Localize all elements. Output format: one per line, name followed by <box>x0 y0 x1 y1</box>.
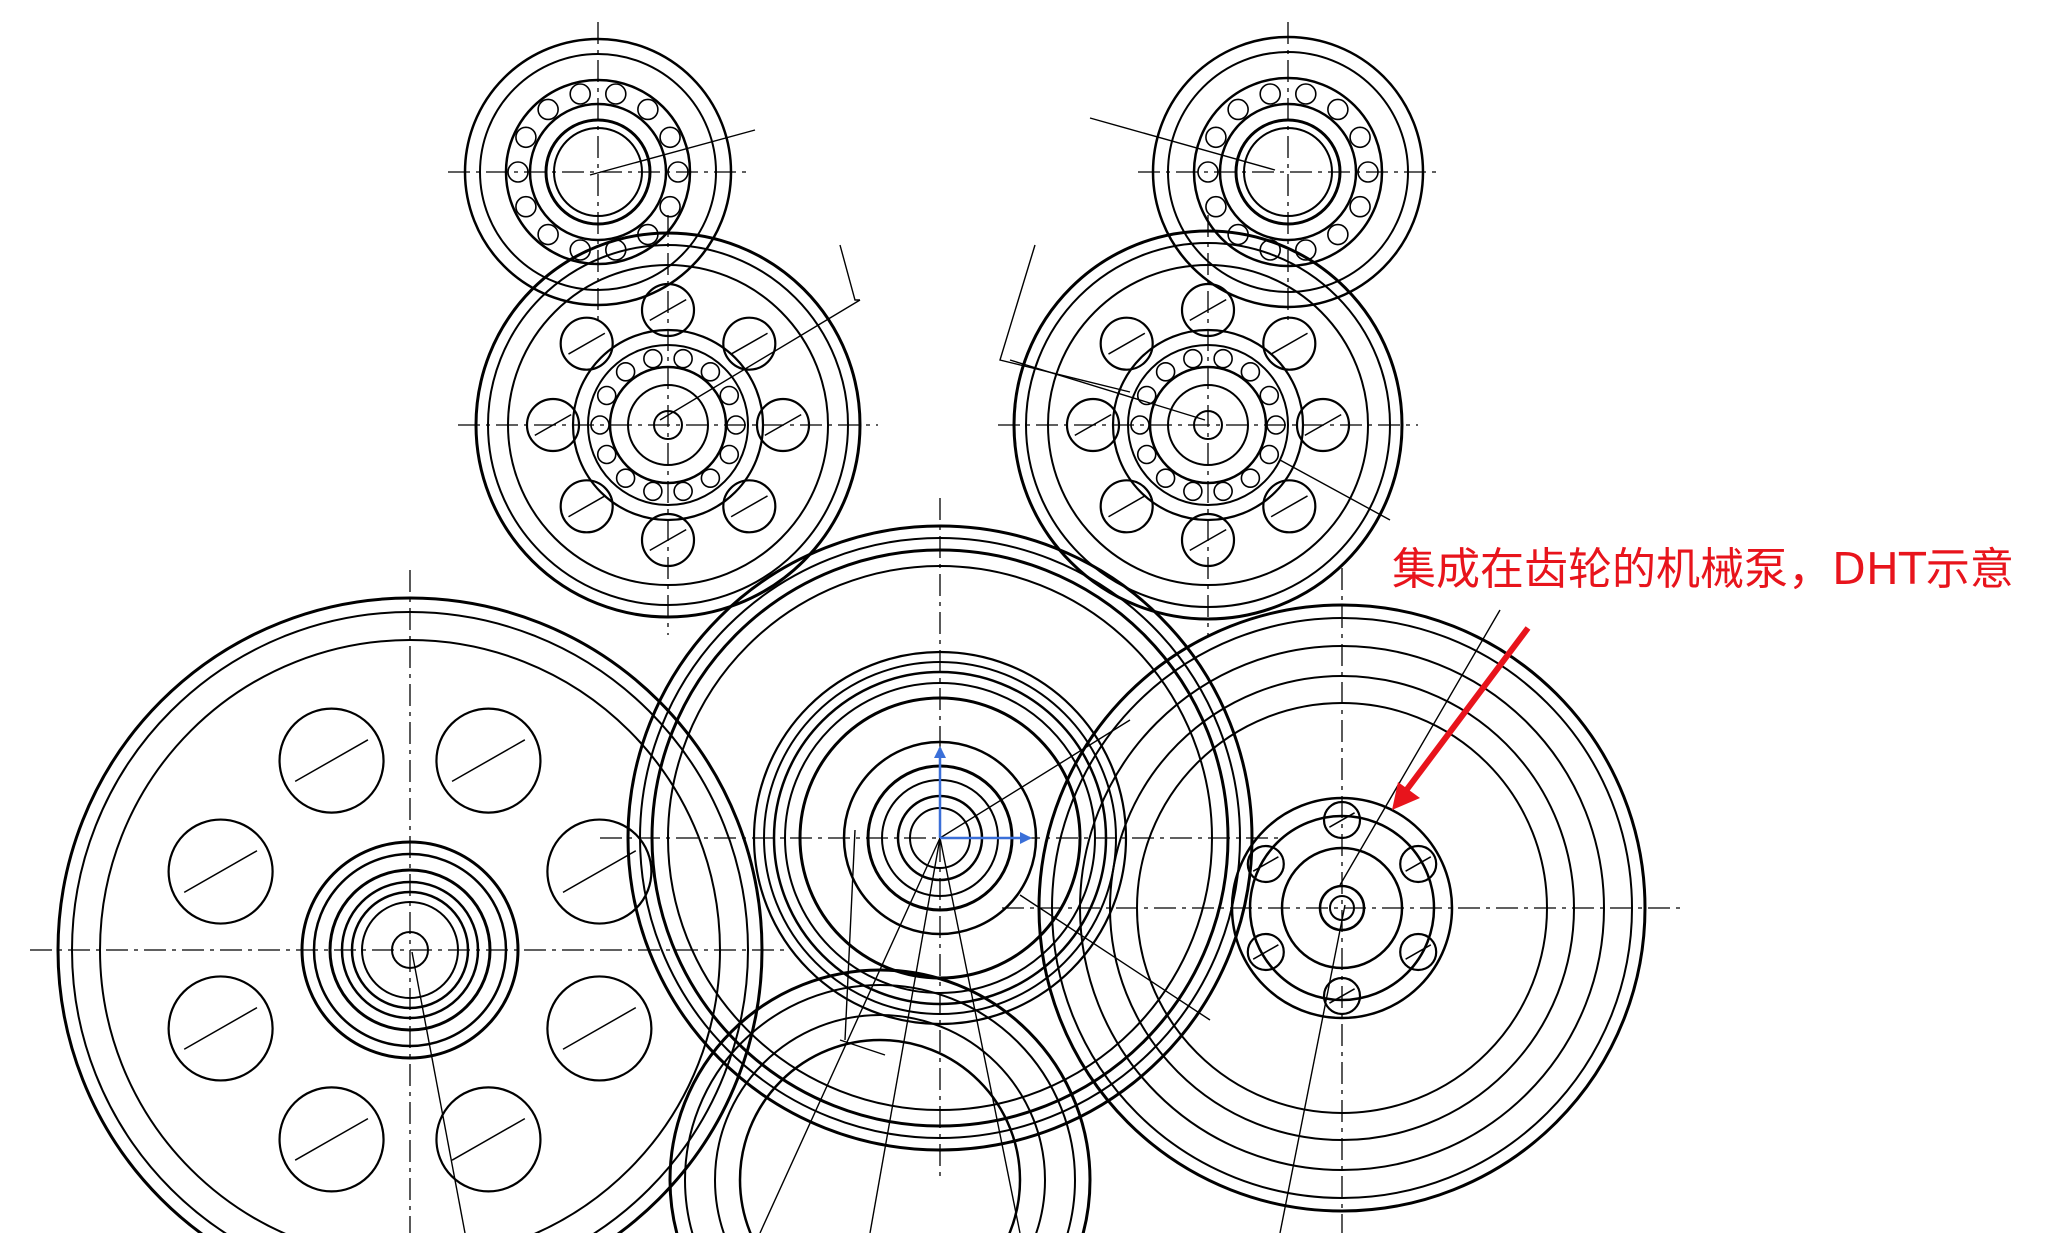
gear-right-with-pump <box>1002 568 1682 1233</box>
bearing-top-right <box>1138 22 1438 322</box>
annotation-label: 集成在齿轮的机械泵，DHT示意 <box>1392 544 2014 595</box>
gear-bottom-partial <box>668 968 1092 1233</box>
center-axis-marker <box>934 746 1032 844</box>
annotation-arrow <box>1392 626 1531 810</box>
gear-upper-left <box>458 215 878 635</box>
gear-lower-left <box>30 570 790 1233</box>
gear-center <box>600 498 1280 1178</box>
gear-upper-right <box>998 215 1418 635</box>
bearing-top-left <box>448 22 748 322</box>
